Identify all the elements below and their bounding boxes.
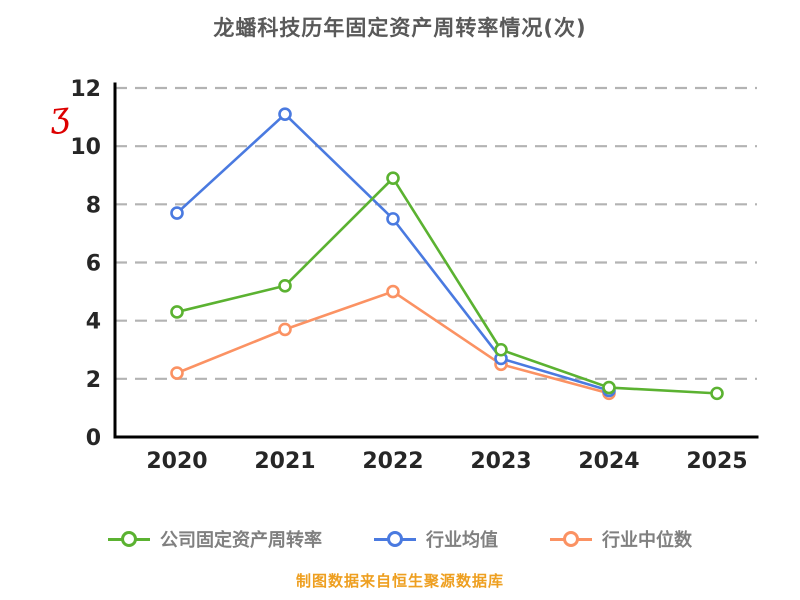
svg-text:2022: 2022 <box>362 449 423 474</box>
legend-item-industry-mean: 行业均值 <box>374 526 498 552</box>
legend-label-industry-median: 行业中位数 <box>602 530 692 551</box>
blue-circle-marker-icon <box>374 530 416 548</box>
orange-circle-marker-icon <box>550 530 592 548</box>
svg-text:2: 2 <box>86 368 101 393</box>
svg-text:2025: 2025 <box>686 449 747 474</box>
svg-text:10: 10 <box>70 135 101 160</box>
legend-item-company-turnover: 公司固定资产周转率 <box>108 526 322 552</box>
svg-text:12: 12 <box>70 77 101 102</box>
green-circle-marker-icon <box>108 530 150 548</box>
svg-text:2024: 2024 <box>578 449 639 474</box>
svg-text:0: 0 <box>86 426 101 451</box>
svg-text:6: 6 <box>86 252 101 277</box>
legend: 公司固定资产周转率 行业均值 行业中位数 <box>0 522 800 556</box>
legend-item-industry-median: 行业中位数 <box>550 526 692 552</box>
svg-text:8: 8 <box>86 193 101 218</box>
svg-text:2023: 2023 <box>470 449 531 474</box>
legend-label-company-turnover: 公司固定资产周转率 <box>160 530 322 551</box>
svg-text:4: 4 <box>86 310 101 335</box>
svg-text:2021: 2021 <box>254 449 315 474</box>
legend-label-industry-mean: 行业均值 <box>426 530 498 551</box>
data-source-caption: 制图数据来自恒生聚源数据库 <box>295 572 504 590</box>
svg-text:2020: 2020 <box>146 449 207 474</box>
chart-title: 龙蟠科技历年固定资产周转率情况(次) <box>213 16 587 40</box>
